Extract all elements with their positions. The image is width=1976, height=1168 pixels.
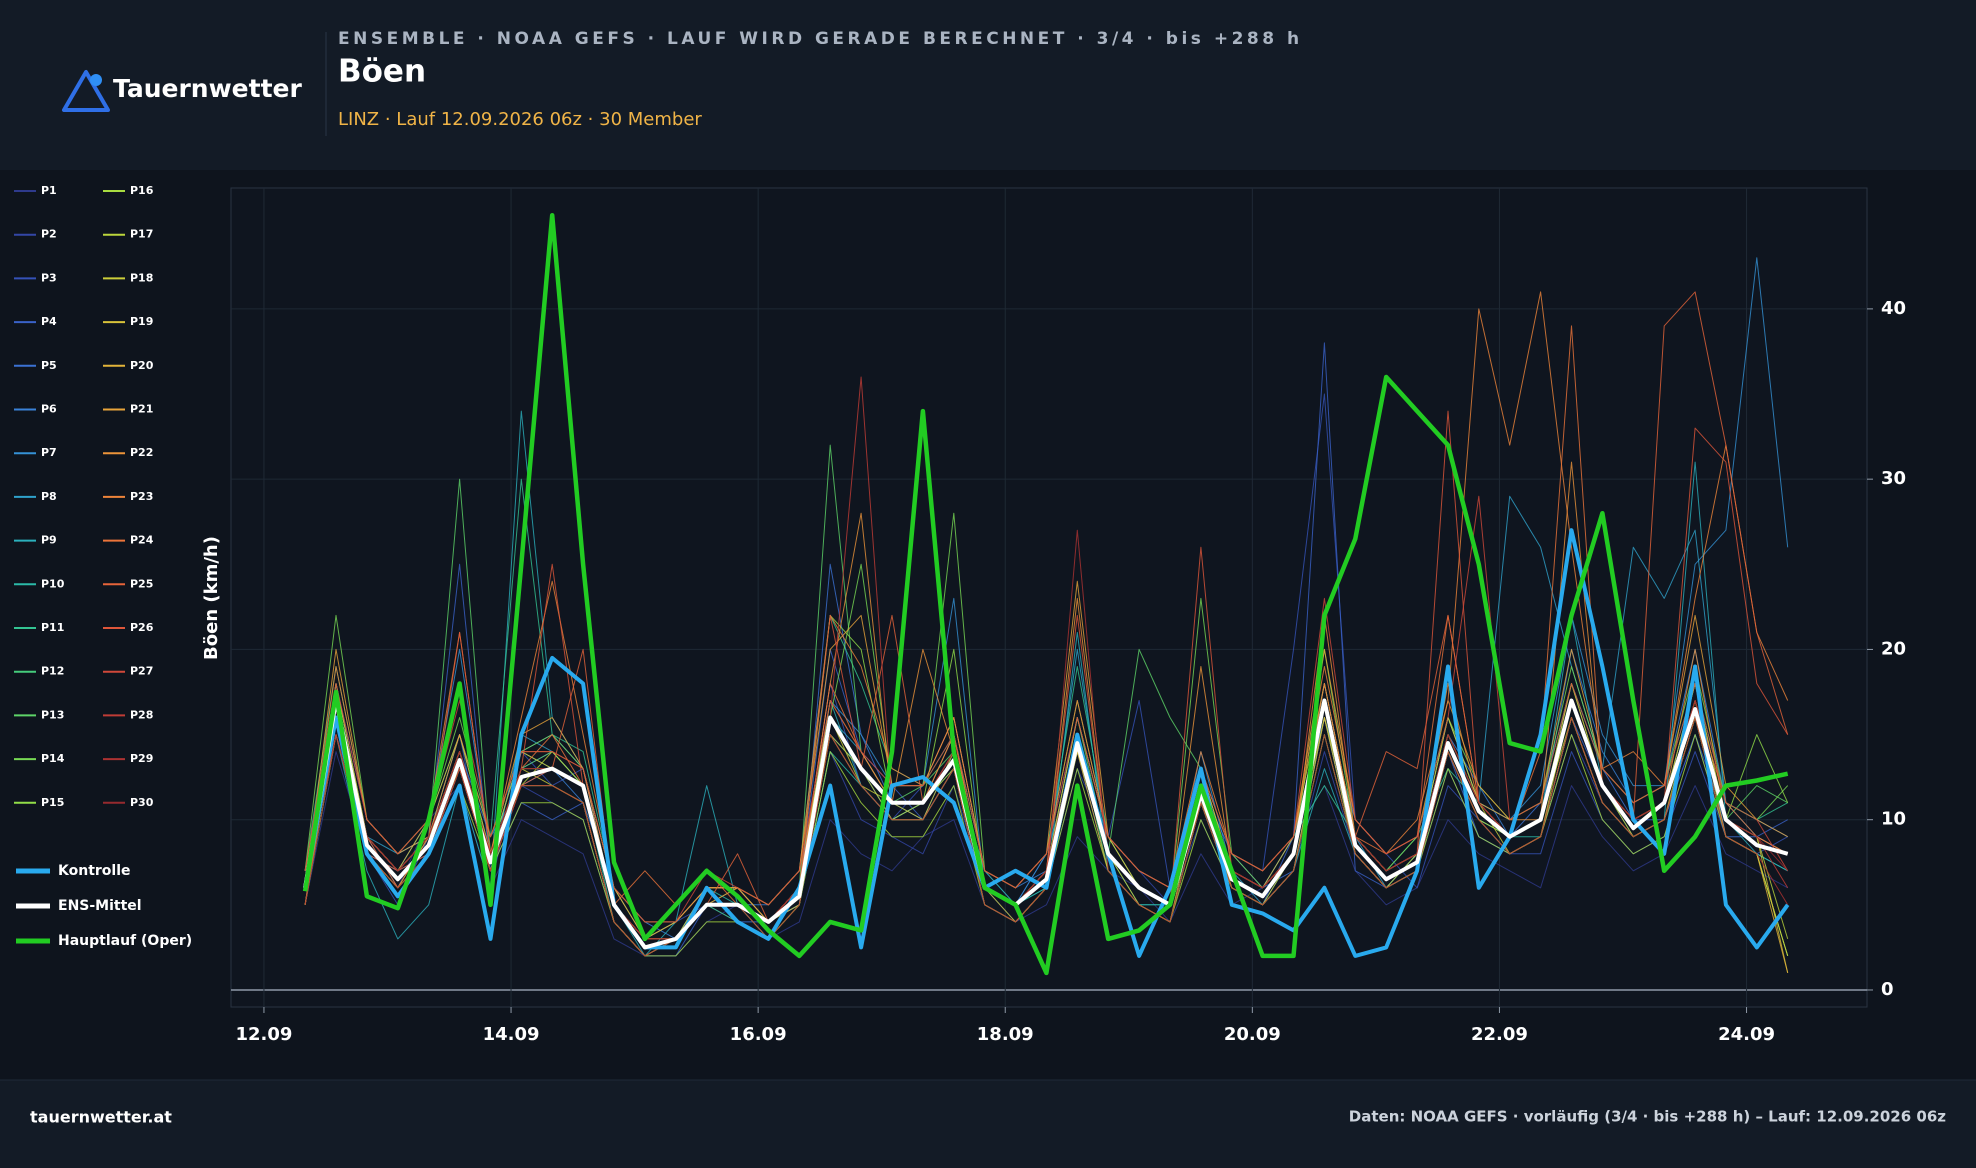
header-bg xyxy=(0,0,1976,170)
footer-right: Daten: NOAA GEFS · vorläufig (3/4 · bis … xyxy=(1349,1108,1946,1126)
legend-label: Kontrolle xyxy=(58,863,131,879)
series-line xyxy=(303,698,1789,950)
legend-label: P12 xyxy=(41,665,64,678)
legend-label: P25 xyxy=(130,577,153,590)
series-line xyxy=(303,528,1790,958)
page-title: Böen xyxy=(338,54,426,90)
legend-label: P10 xyxy=(41,577,65,590)
legend-label: P14 xyxy=(41,752,65,765)
legend-label: P30 xyxy=(130,796,154,809)
legend-label: P6 xyxy=(41,403,57,416)
legend-label: P21 xyxy=(130,403,153,416)
legend-label: Hauptlauf (Oper) xyxy=(58,933,192,949)
kicker: ENSEMBLE · NOAA GEFS · LAUF WIRD GERADE … xyxy=(338,29,1303,49)
series-line xyxy=(304,495,1789,923)
brand: Tauernwetter xyxy=(113,74,302,103)
y-tick-label: 10 xyxy=(1881,809,1906,830)
legend-label: P23 xyxy=(130,490,153,503)
legend-label: P9 xyxy=(41,534,57,547)
x-tick-label: 20.09 xyxy=(1224,1024,1281,1045)
legend-label: P28 xyxy=(130,708,153,721)
x-tick-label: 18.09 xyxy=(977,1024,1034,1045)
legend-label: P8 xyxy=(41,490,57,503)
y-axis-label: Böen (km/h) xyxy=(201,536,222,660)
legend-label: P5 xyxy=(41,359,57,372)
x-tick-label: 12.09 xyxy=(235,1024,292,1045)
series-line xyxy=(304,751,1788,957)
legend-label: P20 xyxy=(130,359,154,372)
legend-label: P15 xyxy=(41,796,64,809)
x-tick-label: 14.09 xyxy=(483,1024,540,1045)
legend-label: P19 xyxy=(130,315,153,328)
x-tick-label: 24.09 xyxy=(1718,1024,1775,1045)
legend-label: P13 xyxy=(41,708,64,721)
subtitle: LINZ · Lauf 12.09.2026 06z · 30 Member xyxy=(338,109,702,130)
legend-label: P17 xyxy=(130,228,153,241)
series-line xyxy=(302,212,1789,976)
legend-label: ENS-Mittel xyxy=(58,898,142,914)
footer-left: tauernwetter.at xyxy=(30,1108,172,1127)
legend-label: P4 xyxy=(41,315,57,328)
legend-label: P18 xyxy=(130,271,153,284)
y-tick-label: 30 xyxy=(1881,468,1906,489)
footer-bg xyxy=(0,1080,1976,1168)
legend-label: P7 xyxy=(41,446,57,459)
y-tick-label: 0 xyxy=(1881,979,1894,1000)
legend-label: P3 xyxy=(41,271,57,284)
legend-label: P26 xyxy=(130,621,154,634)
legend-label: P22 xyxy=(130,446,153,459)
legend-label: P11 xyxy=(41,621,64,634)
logo-dot xyxy=(90,74,102,86)
legend-label: P16 xyxy=(130,184,154,197)
x-tick-label: 16.09 xyxy=(730,1024,787,1045)
x-tick-label: 22.09 xyxy=(1471,1024,1528,1045)
y-tick-label: 40 xyxy=(1881,298,1906,319)
legend-label: P2 xyxy=(41,228,57,241)
y-tick-label: 20 xyxy=(1881,638,1906,659)
legend-label: P27 xyxy=(130,665,153,678)
legend-label: P24 xyxy=(130,534,154,547)
legend-label: P1 xyxy=(41,184,57,197)
legend-label: P29 xyxy=(130,752,153,765)
logo-icon xyxy=(62,70,110,112)
